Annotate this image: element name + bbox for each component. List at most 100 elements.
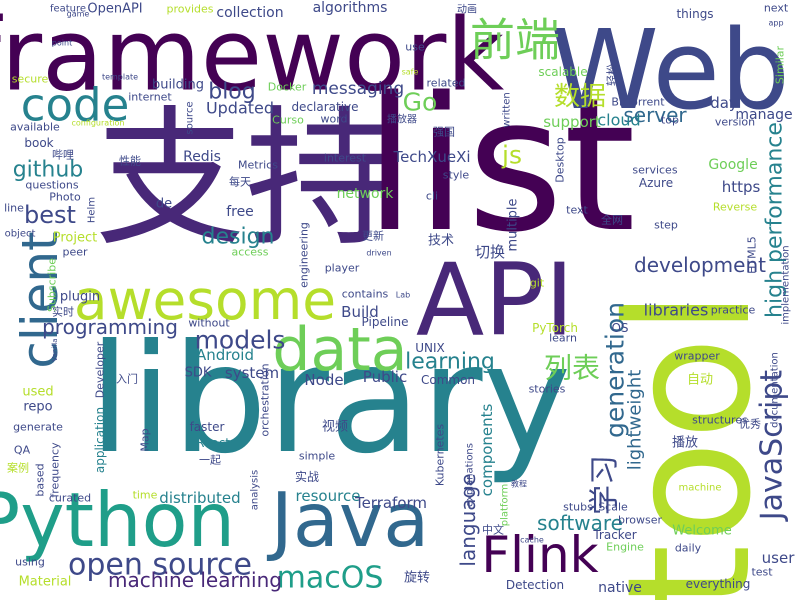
word: frequency (49, 442, 62, 498)
word: algorithms (313, 0, 388, 16)
word: github (13, 158, 84, 183)
word: related (427, 77, 466, 90)
word: engineering (298, 222, 311, 288)
word: 播放器 (387, 113, 417, 126)
word: Vanilla (51, 338, 59, 361)
word: TechXueXi (392, 148, 470, 166)
word: design (202, 225, 275, 250)
word: 列表 (544, 352, 600, 385)
word: js (501, 141, 522, 170)
word: Lab (396, 291, 410, 300)
word: learning (405, 350, 495, 375)
word: top (661, 114, 679, 127)
word: distributed (159, 489, 240, 507)
word: version (715, 116, 755, 129)
word: based (34, 463, 47, 496)
word: data (272, 315, 407, 385)
word: plugin (60, 290, 100, 305)
word: system (225, 364, 279, 382)
word: building (152, 78, 204, 93)
word: text (566, 204, 588, 217)
word: internet (128, 91, 172, 104)
word: Map (139, 428, 152, 451)
word: Curso (272, 114, 304, 127)
word: 自动 (687, 373, 713, 388)
word: practice (711, 304, 756, 317)
word: 动画 (457, 4, 477, 16)
word: 支持 (95, 93, 395, 267)
word: 技术 (428, 234, 454, 249)
word: BitTorrent (611, 96, 665, 109)
word: Welcome (672, 524, 731, 539)
word: manage (735, 107, 792, 123)
word: source (185, 101, 196, 134)
word: provides (166, 3, 213, 16)
word: Project (53, 231, 97, 246)
word: access (231, 246, 268, 259)
word: PyTorch (532, 321, 578, 335)
word: analysis (250, 470, 261, 511)
word: models (195, 326, 286, 355)
word: Updated (206, 99, 274, 118)
word: 性能 (119, 154, 141, 168)
word: declarative (291, 100, 358, 114)
word: written (502, 92, 513, 127)
word: driven (366, 249, 391, 258)
word: wrapper (674, 350, 720, 363)
word: QA (14, 444, 31, 457)
word: safe (402, 68, 419, 77)
word: explanations (465, 443, 476, 507)
word: machine (679, 483, 722, 494)
word: machine learning (108, 568, 282, 592)
word: things (676, 7, 713, 21)
word: resource (296, 487, 361, 505)
word: 案例 (7, 461, 29, 475)
word: Java (267, 476, 429, 564)
word: development (634, 253, 766, 277)
word: 实时 (52, 305, 74, 319)
word: libraries (644, 301, 709, 320)
word: tool (591, 289, 789, 600)
word: services (632, 164, 677, 177)
word: Node (304, 371, 343, 389)
word: Developer (94, 341, 107, 398)
word: platform (500, 484, 511, 527)
word: faster (190, 420, 225, 434)
word: cache (520, 536, 544, 545)
word: free (226, 204, 254, 220)
word: 前端 (470, 14, 560, 67)
word: 教程 (511, 479, 527, 489)
word: 切换 (475, 243, 505, 261)
word: awesome (74, 268, 336, 332)
word: Build (341, 303, 379, 321)
word: contains (342, 288, 389, 301)
word: 每天 (229, 175, 251, 189)
word: multiple (506, 198, 521, 251)
word: game (67, 10, 90, 19)
word: used (22, 385, 53, 400)
word: 优秀 (739, 418, 761, 431)
word: 全网 (601, 213, 623, 227)
word: Detection (506, 578, 564, 592)
word: secure (12, 73, 49, 86)
word: peer (62, 246, 88, 259)
word: 更新 (362, 229, 384, 243)
word: git (530, 277, 545, 290)
word: learn (549, 332, 577, 345)
word: next (764, 2, 789, 15)
word: Terraform (354, 494, 427, 512)
word: macOS (277, 561, 384, 596)
word: Kubernetes (434, 424, 447, 487)
word: template (102, 73, 138, 82)
word: 学习 (588, 455, 623, 515)
word: language (456, 473, 480, 566)
word: Tracker (592, 528, 636, 542)
word: orchestration (259, 363, 272, 436)
word: Python (0, 476, 235, 564)
word: daily (675, 542, 702, 555)
word: best (24, 201, 76, 229)
word: 哔哩 (52, 149, 74, 162)
word: list (364, 57, 636, 273)
word: simple (299, 450, 336, 463)
word: Android (196, 346, 254, 364)
